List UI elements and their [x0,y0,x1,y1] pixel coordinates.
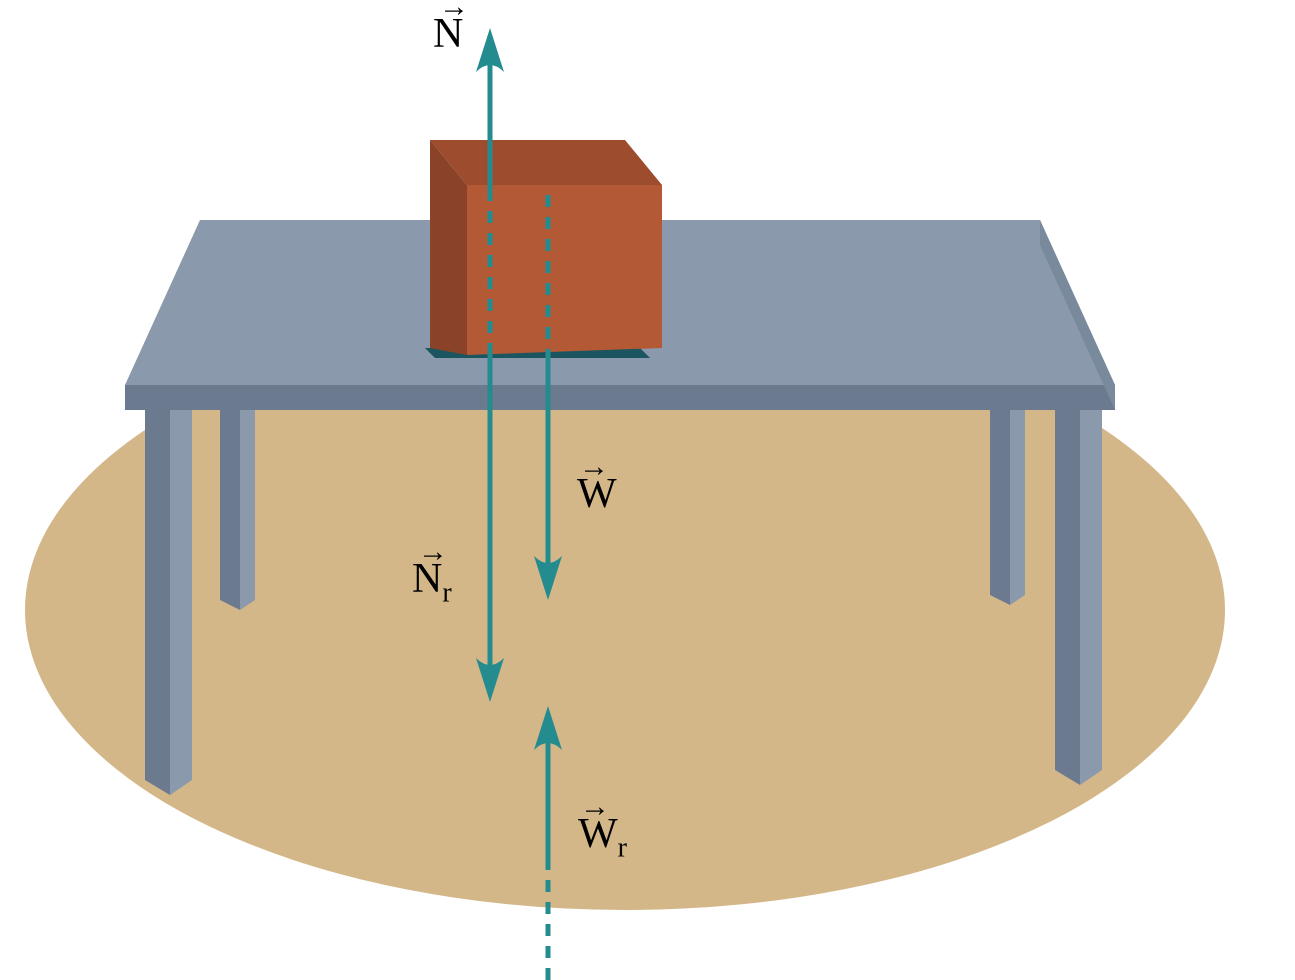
table-front-left-leg [145,395,192,795]
label-W: → W [577,470,617,518]
label-Wr: → Wr [578,810,627,864]
table-front-right-leg [1055,395,1102,785]
diagram-svg [0,0,1295,980]
label-Nr: → Nr [412,555,452,609]
force-diagram: → N → W → Nr → Wr [0,0,1295,980]
label-N: → N [433,10,463,58]
